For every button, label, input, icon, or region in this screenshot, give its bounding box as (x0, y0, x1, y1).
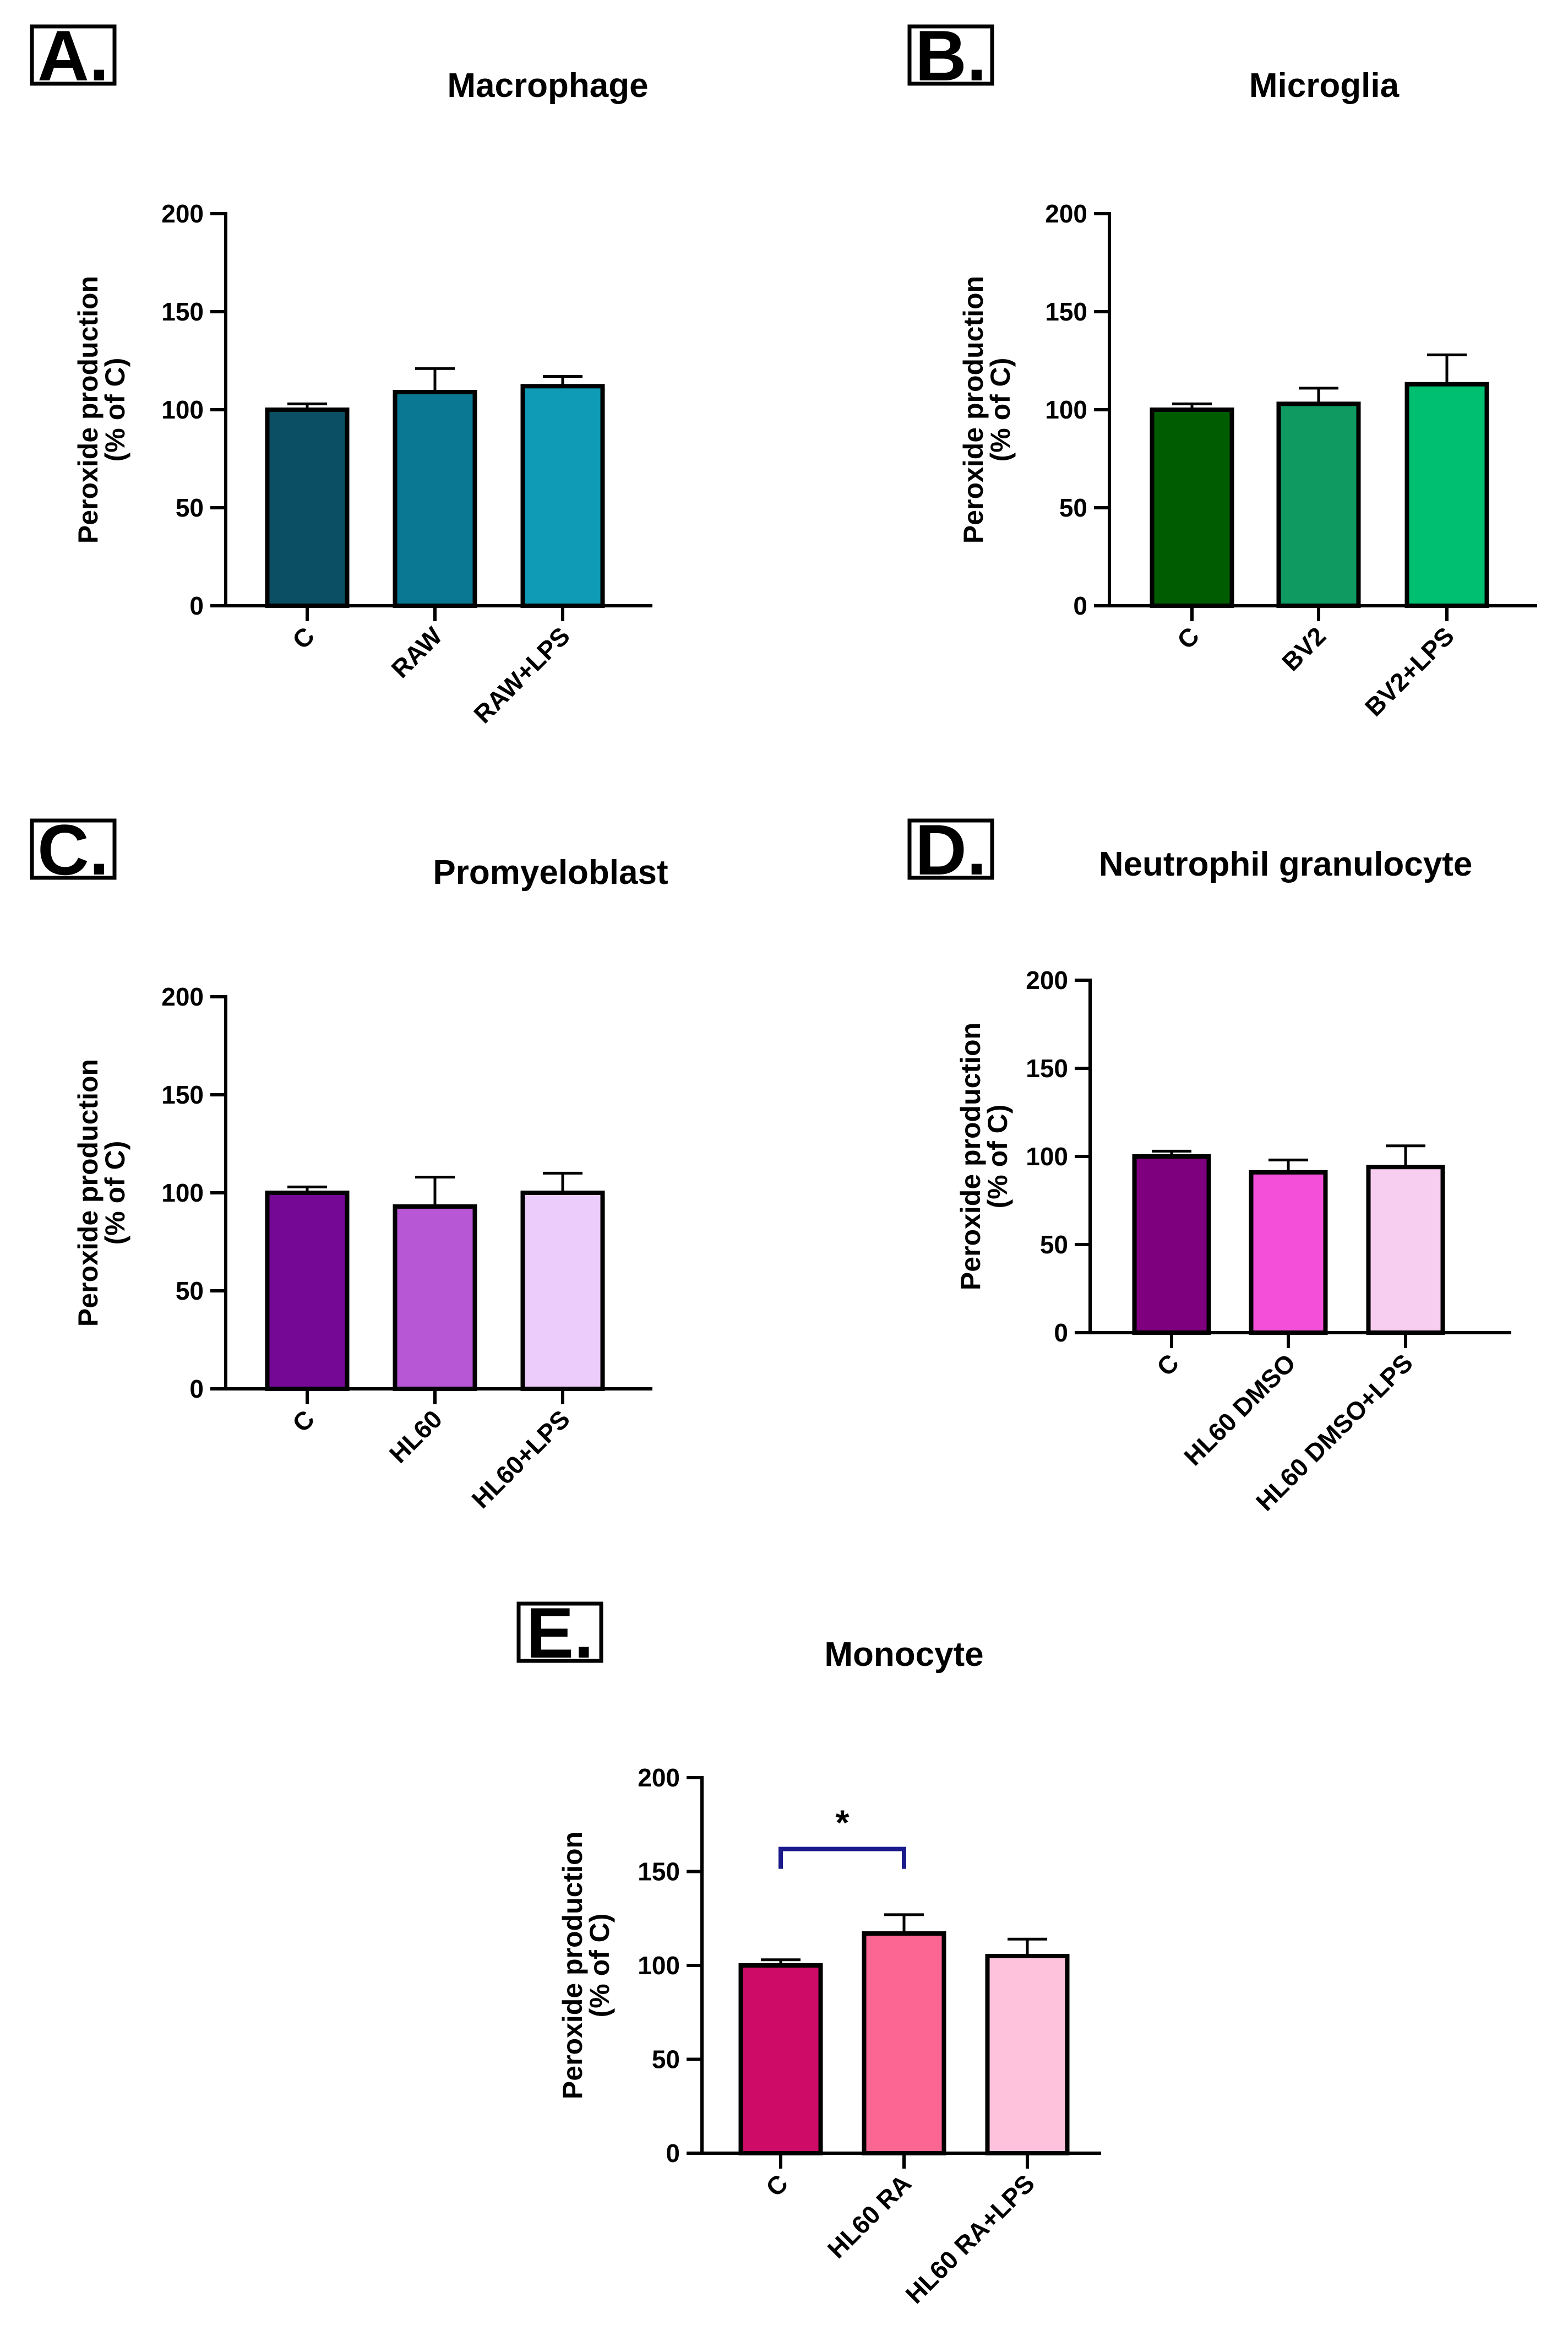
x-tick-label: HL60 DMSO (1178, 1348, 1301, 1471)
bar-hl60-dmso (1249, 1170, 1328, 1335)
bar-hl60-ra-lps (985, 1953, 1070, 2155)
chart-title: Promyeloblast (433, 854, 668, 892)
panel-letter: B. (915, 15, 987, 96)
y-tick-label: 0 (1054, 1318, 1068, 1347)
x-tick-label: HL60 RA (822, 2169, 917, 2263)
y-tick-label: 150 (161, 297, 204, 326)
bar-c (265, 1191, 350, 1391)
bar-hl60 (393, 1204, 477, 1391)
y-axis-label-line2: (% of C) (985, 358, 1016, 462)
significance-label: * (836, 1803, 850, 1843)
y-tick-label: 0 (189, 1375, 204, 1403)
bar-hl60-dmso-lps (1366, 1165, 1445, 1335)
x-tick-label: C (1151, 1348, 1184, 1381)
panel-c: C. Promyeloblast Peroxide production(% of … (30, 810, 668, 1514)
x-tick-label: HL60 RA+LPS (900, 2169, 1040, 2309)
y-tick-label: 150 (1026, 1054, 1068, 1083)
chart-title: Microglia (1249, 67, 1400, 105)
y-axis-label: Peroxide production(% of C) (73, 276, 130, 544)
x-tick-label: RAW (385, 621, 448, 683)
y-axis-label-line1: Peroxide production (73, 276, 104, 544)
x-tick-label: RAW+LPS (468, 621, 575, 729)
y-tick-label: 200 (1026, 966, 1068, 995)
bar-c (1150, 408, 1234, 608)
y-tick-label: 200 (161, 199, 204, 228)
bar-c (265, 408, 350, 608)
chart-title: Monocyte (824, 1636, 983, 1674)
y-axis-label-line2: (% of C) (100, 1141, 130, 1245)
y-tick-label: 150 (1045, 297, 1087, 326)
y-tick-label: 0 (189, 591, 204, 620)
chart-title: Neutrophil granulocyte (1099, 845, 1473, 883)
y-axis-label-line1: Peroxide production (73, 1059, 104, 1327)
panel-letter: D. (915, 810, 987, 890)
y-tick-label: 100 (161, 1178, 204, 1207)
panel-letter: C. (37, 810, 109, 890)
y-axis-label-line1: Peroxide production (557, 1832, 588, 2099)
y-tick-label: 50 (176, 493, 204, 522)
y-axis-label-line1: Peroxide production (955, 1023, 986, 1290)
bar-bv2 (1276, 401, 1361, 608)
y-tick-label: 50 (1059, 493, 1087, 522)
y-tick-label: 50 (176, 1277, 204, 1305)
x-tick-label: C (287, 1404, 320, 1437)
y-tick-label: 200 (1045, 199, 1087, 228)
panel-letter-box (516, 1601, 603, 1663)
panel-e: E. Monocyte Peroxide production(% of C) 0 50… (516, 1593, 1101, 2309)
panel-letter-box (907, 818, 994, 880)
bar-c (738, 1963, 823, 2155)
bar-c (1132, 1154, 1211, 1335)
x-tick-label: C (760, 2169, 793, 2202)
bar-raw-lps (520, 384, 605, 609)
y-axis-label: Peroxide production(% of C) (557, 1832, 615, 2099)
y-axis-label-line2: (% of C) (584, 1914, 615, 2018)
bar-hl60-lps (520, 1191, 605, 1391)
bar-bv2-lps (1404, 382, 1489, 608)
panel-a: A. Macrophage Peroxide production(% of C) 0… (30, 15, 652, 729)
y-tick-label: 150 (638, 1857, 680, 1886)
y-axis-label: Peroxide production(% of C) (958, 276, 1016, 544)
y-axis-label-line2: (% of C) (100, 358, 130, 462)
panel-letter: E. (526, 1593, 594, 1673)
x-tick-label: BV2+LPS (1359, 621, 1460, 721)
bar-hl60-ra (862, 1931, 946, 2156)
panel-d: D. Neutrophil granulocyte Peroxide product… (907, 810, 1511, 1516)
y-tick-label: 200 (161, 982, 204, 1011)
y-tick-label: 100 (161, 395, 204, 424)
significance-bracket (778, 1846, 906, 1869)
y-tick-label: 100 (638, 1951, 680, 1980)
y-axis-label-line1: Peroxide production (958, 276, 989, 544)
y-tick-label: 100 (1045, 395, 1087, 424)
panel-letter-box (30, 24, 117, 86)
panel-letter-box (30, 818, 117, 880)
x-tick-label: C (287, 621, 320, 654)
y-tick-label: 200 (638, 1763, 680, 1792)
y-axis-label-line2: (% of C) (982, 1105, 1013, 1209)
y-tick-label: 100 (1026, 1142, 1068, 1171)
bar-raw (393, 389, 477, 609)
y-tick-label: 150 (161, 1080, 204, 1109)
x-tick-label: HL60+LPS (466, 1404, 576, 1514)
y-axis-label: Peroxide production(% of C) (73, 1059, 130, 1327)
y-axis-label: Peroxide production(% of C) (955, 1023, 1013, 1290)
y-tick-label: 0 (1073, 591, 1087, 620)
panel-letter-box (907, 24, 994, 86)
x-tick-label: BV2 (1276, 621, 1331, 676)
panel-b: B. Microglia Peroxide production(% of C) 0 5… (907, 15, 1537, 722)
panel-letter: A. (37, 15, 109, 96)
y-tick-label: 50 (652, 2045, 680, 2074)
y-tick-label: 0 (666, 2139, 680, 2168)
y-tick-label: 50 (1040, 1230, 1068, 1259)
x-tick-label: HL60 (384, 1404, 448, 1468)
x-tick-label: C (1172, 621, 1205, 654)
chart-title: Macrophage (447, 67, 648, 105)
